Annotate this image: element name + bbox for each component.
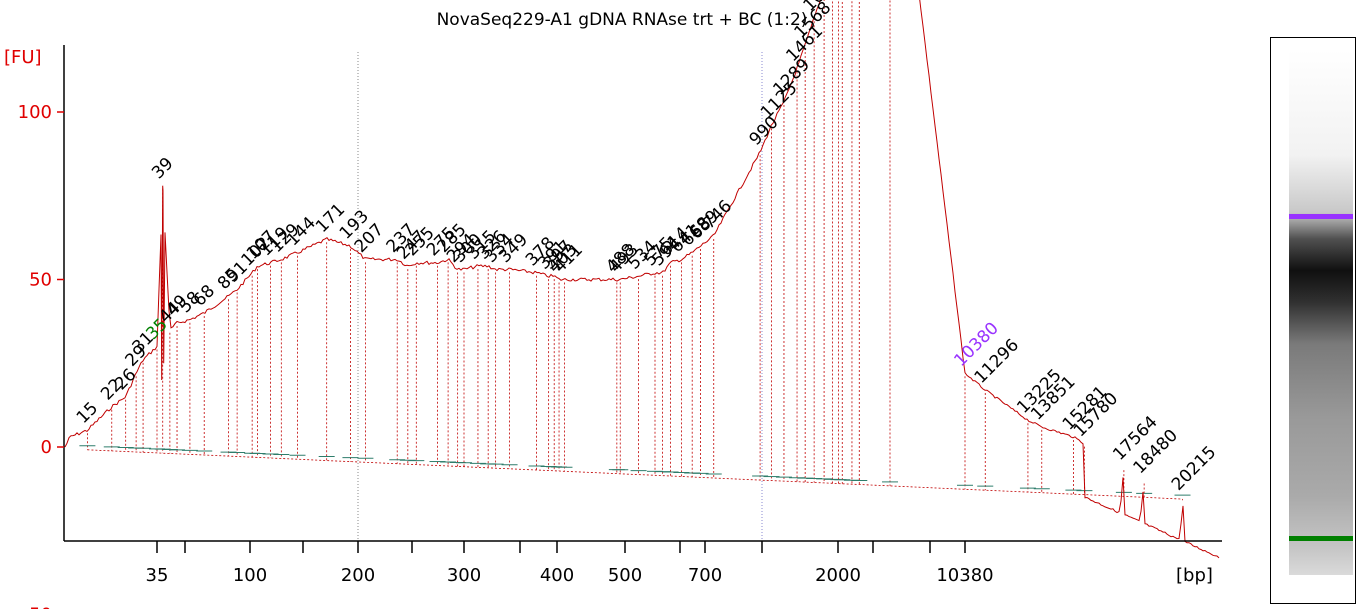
gel-lane [1289,50,1353,575]
x-axis-unit: [bp] [1176,565,1213,586]
y-tick-label: -50 [23,605,52,609]
x-tick-label: 500 [608,565,642,586]
peak-label: 990 [745,113,782,150]
peak-label: 20215 [1168,442,1220,494]
x-tick-label: 200 [341,565,375,586]
electropherogram-trace [64,0,1220,559]
peak-label: 39 [148,154,177,183]
lower-marker-band [1289,536,1353,541]
x-tick-label: 100 [233,565,267,586]
x-tick-label: 300 [447,565,481,586]
peak-label: 15 [73,398,102,427]
upper-marker-band [1289,214,1353,219]
gel-image-panel [1270,37,1356,604]
x-tick-label: 700 [688,565,722,586]
x-tick-label: 400 [540,565,574,586]
chart-title: NovaSeq229-A1 gDNA RNAse trt + BC (1:2) [437,10,808,30]
x-tick-label: 35 [146,565,169,586]
y-axis-unit: [FU] [4,47,42,68]
y-tick-label: 100 [18,102,52,123]
x-tick-label: 10380 [936,565,993,586]
x-tick-label: 2000 [815,565,861,586]
baseline-envelope [87,449,1183,500]
y-tick-label: 50 [29,270,52,291]
y-tick-label: 0 [41,437,52,458]
